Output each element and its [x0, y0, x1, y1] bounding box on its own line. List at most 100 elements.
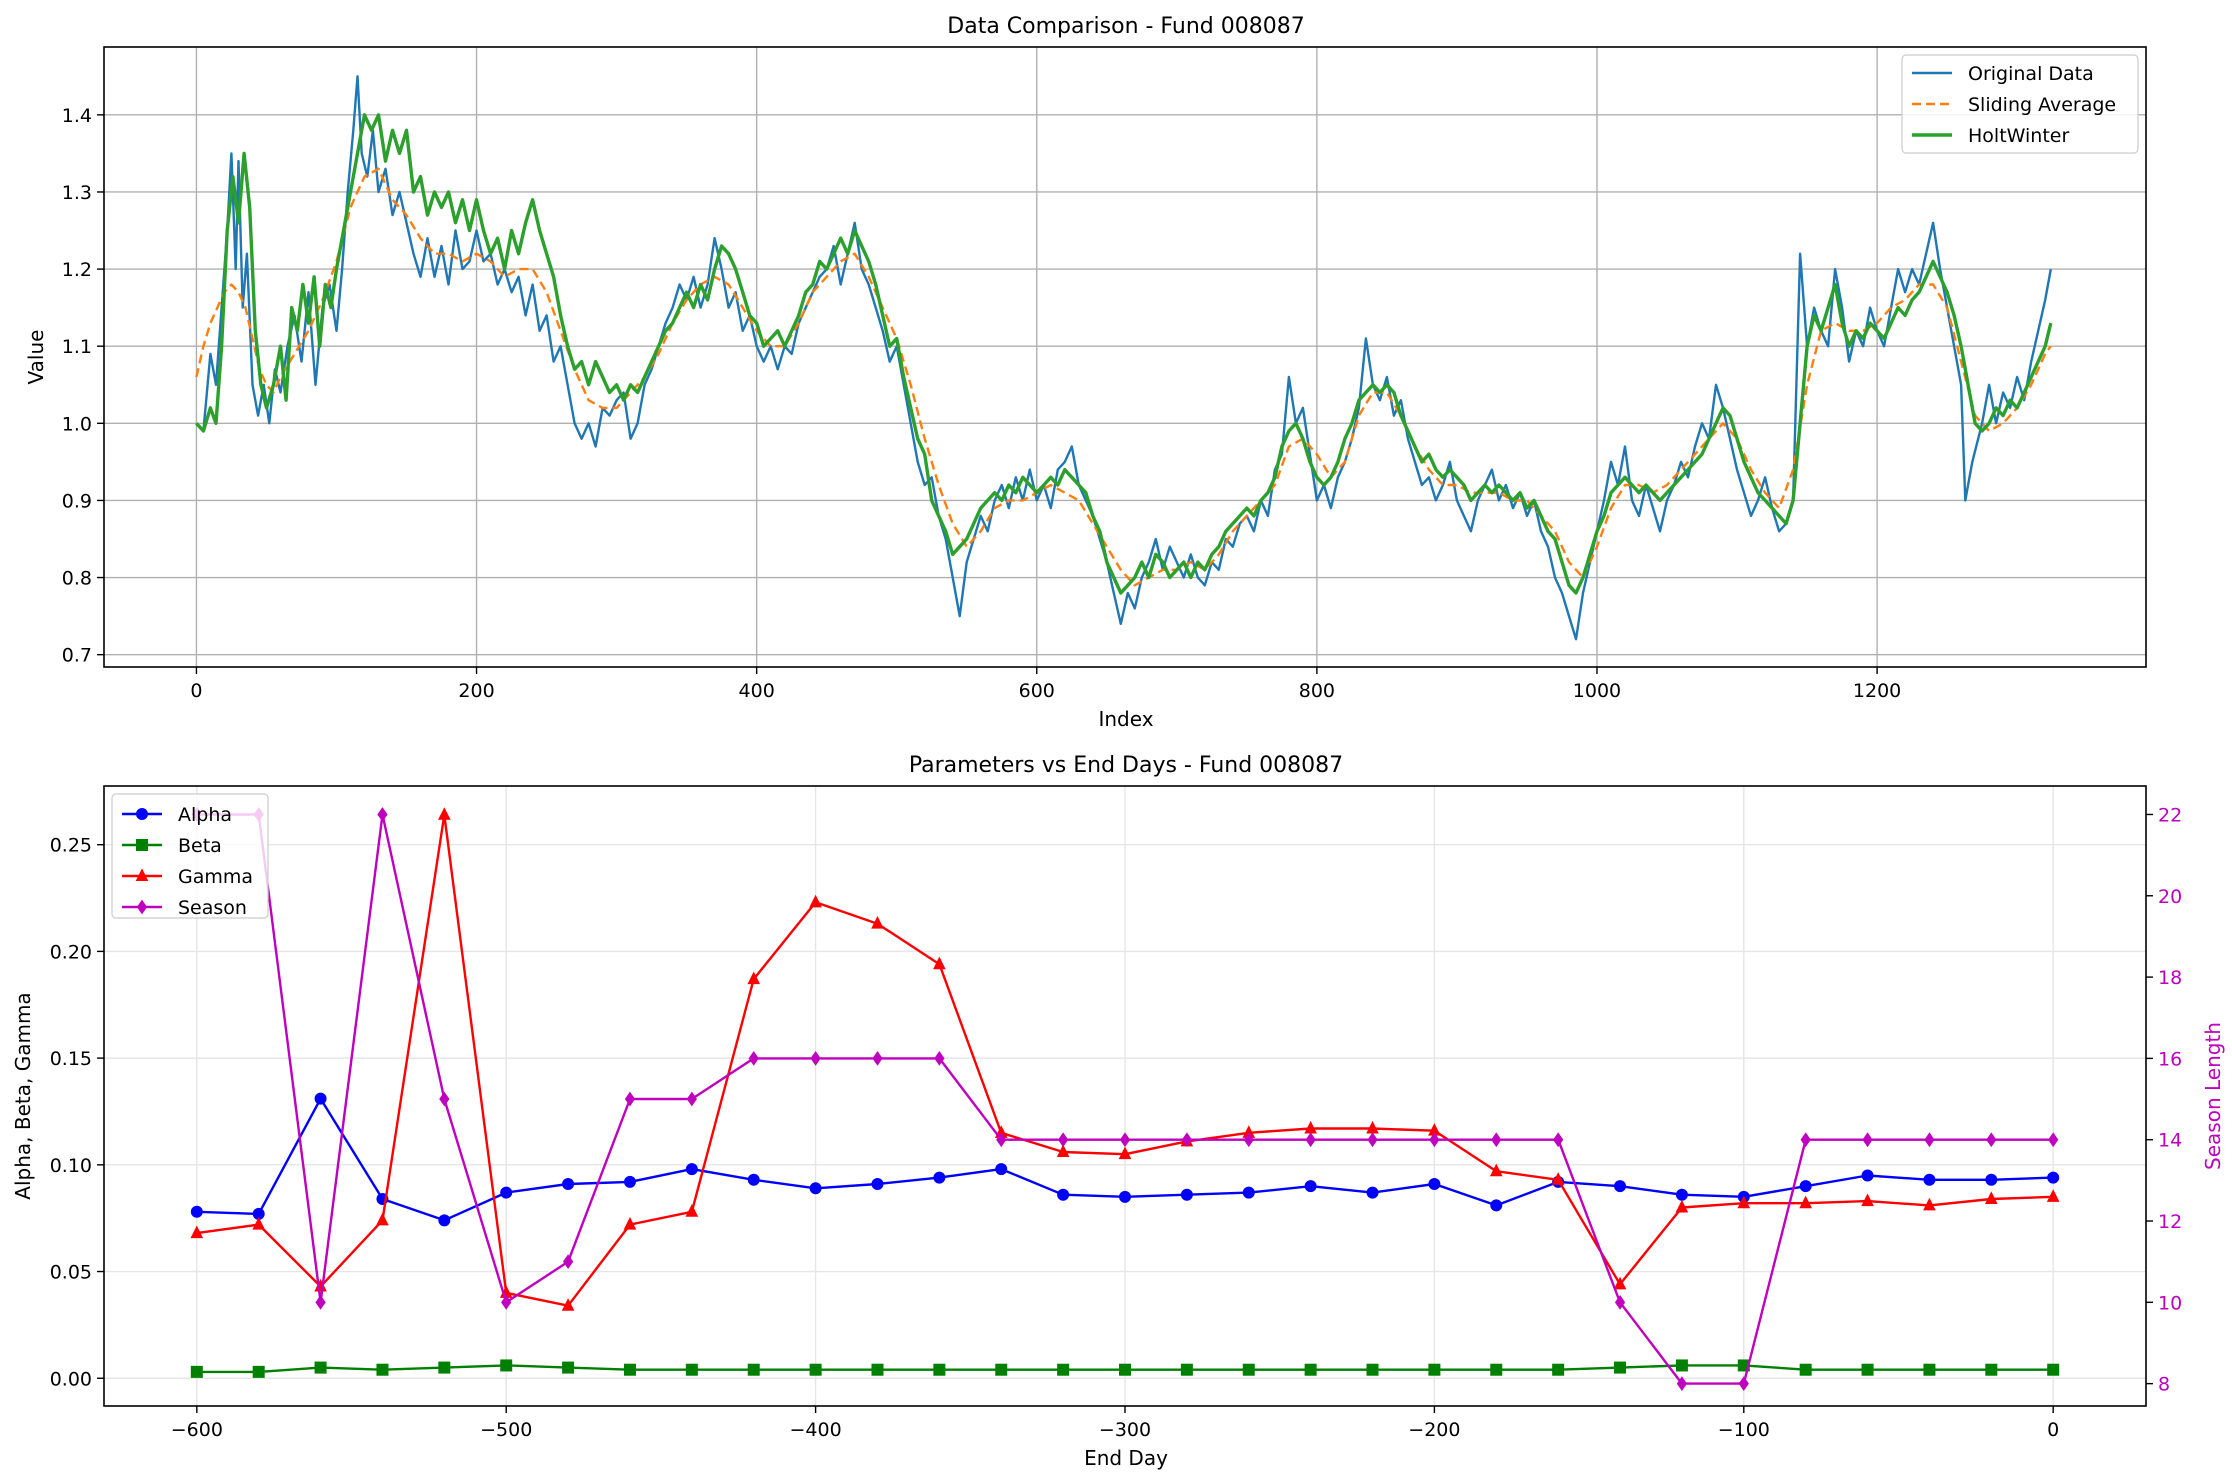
bottom-series-point-gamma [1799, 1195, 1812, 1209]
bottom-series-point-gamma [561, 1298, 575, 1311]
bottom-y-tick-label: 0.25 [50, 835, 92, 857]
bottom-series-point-beta [623, 1363, 636, 1376]
top-chart-x-ticks: 0 200 400 600 800 1000 1200 [190, 667, 1901, 702]
bottom-chart: Parameters vs End Days - Fund 008087 −60… [11, 753, 2225, 1470]
bottom-series-point-alpha [1119, 1190, 1131, 1203]
top-chart-x-axis-label: Index [1098, 707, 1153, 731]
top-chart-legend: Original Data Sliding Average HoltWinter [1901, 54, 2139, 154]
bottom-chart-grid [104, 786, 2146, 1406]
bottom-series-point-beta [1923, 1363, 1936, 1376]
bottom-chart-y-axis-label: Alpha, Beta, Gamma [11, 992, 35, 1199]
bottom-series-point-gamma [1613, 1276, 1627, 1290]
bottom-series-point-season [1986, 1132, 1997, 1148]
bottom-series-point-alpha [1180, 1188, 1193, 1201]
bottom-legend-marker [136, 899, 148, 915]
bottom-y-tick-label: 0.05 [50, 1262, 92, 1284]
bottom-series-point-season [1119, 1132, 1131, 1148]
bottom-chart-x-axis-label: End Day [1084, 1446, 1168, 1470]
bottom-series-point-season [1862, 1132, 1873, 1148]
bottom-series-point-season [1058, 1132, 1069, 1148]
bottom-x-tick-label: 0 [2047, 1419, 2059, 1441]
bottom-legend-label: Beta [178, 835, 222, 857]
bottom-legend-marker [136, 808, 148, 820]
top-chart-y-axis-label: Value [24, 330, 48, 385]
bottom-right-y-tick-label: 8 [2158, 1374, 2170, 1396]
bottom-series-point-beta [190, 1365, 203, 1378]
bottom-series-point-gamma [1056, 1144, 1070, 1158]
top-chart-grid [104, 47, 2146, 667]
bottom-series-point-alpha [562, 1178, 575, 1191]
bottom-series-point-gamma [1551, 1172, 1565, 1185]
bottom-series-point-alpha [1057, 1188, 1070, 1201]
bottom-chart-right-y-axis-label: Season Length [2201, 1022, 2225, 1170]
top-series-line-sliding-average [195, 167, 2052, 587]
bottom-x-tick-label: −100 [1718, 1419, 1770, 1441]
bottom-y-tick-label: 0.15 [50, 1048, 92, 1070]
bottom-series-point-alpha [1923, 1173, 1936, 1186]
bottom-series-point-season [1676, 1376, 1688, 1392]
bottom-right-y-tick-label: 12 [2158, 1211, 2182, 1233]
bottom-series-point-alpha [438, 1214, 451, 1227]
bottom-series-point-beta [1428, 1363, 1441, 1376]
bottom-chart-x-ticks: −600 −500 −400 −300 −200 −100 0 [171, 1406, 2059, 1441]
bottom-series-point-gamma [1923, 1197, 1936, 1211]
top-chart-plot-frame [103, 46, 2147, 668]
bottom-series-point-alpha [1366, 1186, 1379, 1199]
bottom-chart-y-ticks: 0.00 0.05 0.10 0.15 0.20 0.25 [50, 835, 104, 1390]
bottom-chart-title: Parameters vs End Days - Fund 008087 [909, 753, 1343, 778]
bottom-right-y-tick-label: 20 [2158, 886, 2182, 908]
bottom-series-point-season [315, 1294, 326, 1310]
bottom-series-point-season [1491, 1132, 1502, 1148]
bottom-series-point-alpha [933, 1171, 946, 1184]
top-series-line-holtwinter [195, 113, 2053, 595]
bottom-series-point-gamma [438, 807, 451, 820]
bottom-series-point-alpha [995, 1163, 1008, 1176]
bottom-series-season [191, 807, 2059, 1392]
bottom-right-y-tick-label: 10 [2158, 1292, 2182, 1314]
bottom-series-point-beta [1304, 1363, 1317, 1376]
bottom-series-point-season [1429, 1132, 1440, 1148]
bottom-x-tick-label: −300 [1099, 1419, 1151, 1441]
bottom-series-point-season [1305, 1132, 1316, 1148]
bottom-series-point-alpha [623, 1175, 636, 1188]
bottom-series-point-season [562, 1254, 574, 1270]
bottom-series-point-alpha [500, 1186, 513, 1199]
bottom-series-point-alpha [1242, 1186, 1255, 1199]
bottom-right-y-tick-label: 22 [2158, 804, 2182, 826]
bottom-series-point-beta [376, 1363, 389, 1376]
top-x-tick-label: 200 [458, 680, 494, 702]
bottom-series-point-alpha [1799, 1180, 1812, 1193]
bottom-x-tick-label: −400 [790, 1419, 842, 1441]
bottom-chart-series [190, 807, 2060, 1392]
bottom-right-y-tick-label: 16 [2158, 1048, 2182, 1070]
bottom-series-point-beta [1799, 1363, 1812, 1376]
bottom-series-point-beta [1490, 1363, 1503, 1376]
top-legend-label: Original Data [1968, 63, 2094, 85]
top-legend-box [1901, 54, 2139, 154]
bottom-series-point-alpha [1861, 1169, 1874, 1182]
top-x-tick-label: 400 [739, 680, 775, 702]
bottom-series-point-beta [1861, 1363, 1874, 1376]
bottom-y-tick-label: 0.20 [50, 941, 92, 963]
bottom-series-point-season [501, 1294, 512, 1310]
bottom-series-point-season [934, 1051, 945, 1066]
bottom-legend-label: Gamma [178, 866, 253, 888]
bottom-series-point-beta [1366, 1363, 1379, 1376]
bottom-series-point-alpha [2047, 1171, 2060, 1184]
top-series-line-original-data [195, 75, 2052, 641]
top-legend-label: Sliding Average [1968, 94, 2116, 116]
bottom-series-point-gamma [1675, 1199, 1689, 1213]
bottom-series-point-beta [562, 1361, 575, 1374]
bottom-series-point-alpha [1304, 1180, 1317, 1193]
bottom-series-point-gamma [747, 971, 761, 985]
top-chart: Data Comparison - Fund 008087 0 200 400 600… [24, 14, 2147, 731]
bottom-series-point-beta [871, 1363, 884, 1376]
bottom-series-point-alpha [809, 1182, 822, 1195]
top-x-tick-label: 1200 [1853, 680, 1901, 702]
bottom-series-point-alpha [1675, 1188, 1688, 1201]
bottom-series-point-gamma [1737, 1195, 1751, 1209]
bottom-series-point-gamma [933, 956, 946, 970]
bottom-legend-label: Alpha [178, 804, 232, 826]
bottom-series-point-season [1367, 1132, 1378, 1148]
bottom-series-point-season [1738, 1376, 1749, 1392]
